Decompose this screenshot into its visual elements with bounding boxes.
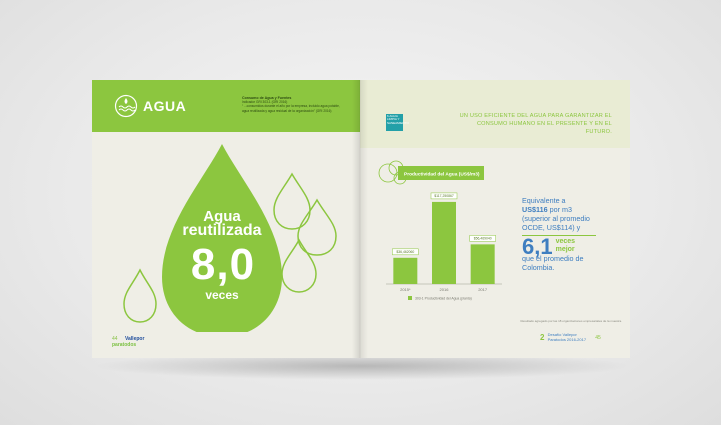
- stat-amount: US$116: [522, 205, 548, 214]
- left-page-number: 44: [112, 336, 118, 342]
- stat-line1: Equivalente a: [522, 196, 566, 205]
- bar-2017: [470, 244, 495, 284]
- stat-big-words: veces mejor: [556, 238, 575, 254]
- report-line1: Desafío Vallepor: [547, 332, 577, 337]
- drop-outline-icon: [273, 172, 311, 230]
- source-box: Consumo de Agua y Fuentes Indicador GRI …: [242, 96, 342, 113]
- data-label: $117,250867: [434, 194, 454, 198]
- report-name: Desafío Vallepor Paratodos 2016-2017: [547, 332, 587, 342]
- left-header: AGUA Consumo de Agua y Fuentes Indicador…: [92, 80, 360, 132]
- right-header-band: [360, 80, 630, 148]
- source-title: Consumo de Agua y Fuentes: [242, 96, 292, 100]
- brand-line1: Vallepor: [124, 336, 145, 342]
- stat-line4: OCDE, US$114) y: [522, 223, 581, 232]
- x-tick-label: 2016: [440, 287, 450, 292]
- x-tick-label: 2015*: [400, 287, 411, 292]
- left-page: AGUA Consumo de Agua y Fuentes Indicador…: [92, 80, 360, 358]
- drop-line2: reutilizada: [182, 222, 262, 239]
- productivity-chart: Productividad del Agua (US$/m3) $36,46206…: [378, 160, 502, 301]
- stat-block: Equivalente a US$116 por m3 (superior al…: [522, 196, 622, 272]
- drop-line1: Agua: [203, 208, 241, 225]
- drops-illustration: [123, 144, 337, 332]
- source-desc: “ ...consumidos durante el año por la em…: [242, 104, 340, 113]
- brand-line2: paratodos: [112, 342, 137, 348]
- sdg-badge-label: 6 AGUA LIMPIA Y SANEAMIENTO: [387, 114, 409, 125]
- data-label-box: [469, 235, 496, 242]
- sdg-badge: 6 AGUA LIMPIA Y SANEAMIENTO: [386, 114, 409, 131]
- right-footer: 2 Desafío Vallepor Paratodos 2016-2017 45: [540, 332, 601, 342]
- stat-line3: (superior al promedio: [522, 214, 590, 223]
- report-line2: Paratodos 2016-2017: [547, 336, 587, 342]
- drop-outline-icon: [123, 268, 157, 323]
- big-drop-icon: [162, 144, 282, 332]
- water-logo-icon: [114, 94, 138, 118]
- bar-2015: [393, 257, 418, 284]
- right-page: 6 AGUA LIMPIA Y SANEAMIENTO UN USO EFICI…: [360, 80, 630, 358]
- data-label: $36,462060: [396, 250, 414, 254]
- drop-outline-icon: [297, 198, 337, 256]
- drop-unit: veces: [205, 288, 239, 302]
- source-text: Indicador GRI 303-1 (GRI 2016): [242, 100, 288, 105]
- stat-line2: por m3: [549, 205, 572, 214]
- data-label-box: [430, 192, 458, 200]
- book-gutter: [352, 80, 368, 358]
- chart-title: Productividad del Agua (US$/m3): [404, 172, 480, 178]
- left-footer: 44 Vallepor paratodos: [112, 336, 144, 348]
- stat-big-word1: veces: [555, 238, 576, 245]
- data-label: $56,469040: [474, 237, 492, 241]
- brand-logo: Vallepor paratodos: [112, 336, 144, 348]
- footnote: Resultado agregado por las 18 organizaci…: [520, 319, 622, 323]
- report-badge-number: 2: [540, 333, 545, 342]
- bar-2016: [432, 201, 456, 284]
- legend-swatch: [408, 296, 412, 300]
- stat-divider: [522, 235, 596, 236]
- data-label-box: [392, 248, 419, 256]
- right-page-number: 45: [595, 334, 601, 341]
- stat-line5: que el promedio de: [522, 254, 584, 263]
- drop-value: 8,0: [190, 240, 256, 289]
- x-tick-label: 2017: [478, 287, 488, 292]
- stat-big-word2: mejor: [555, 246, 575, 253]
- drop-outline-icon: [281, 238, 317, 293]
- stat-line6: Colombia.: [522, 263, 555, 272]
- legend-label: 303-1 Productividad del Agua (planta): [415, 297, 472, 301]
- chart-title-bar: [398, 166, 484, 180]
- section-title: AGUA: [143, 98, 187, 114]
- headline: UN USO EFICIENTE DEL AGUA PARA GARANTIZA…: [459, 113, 612, 135]
- stat-big-number: 6,1: [522, 233, 553, 259]
